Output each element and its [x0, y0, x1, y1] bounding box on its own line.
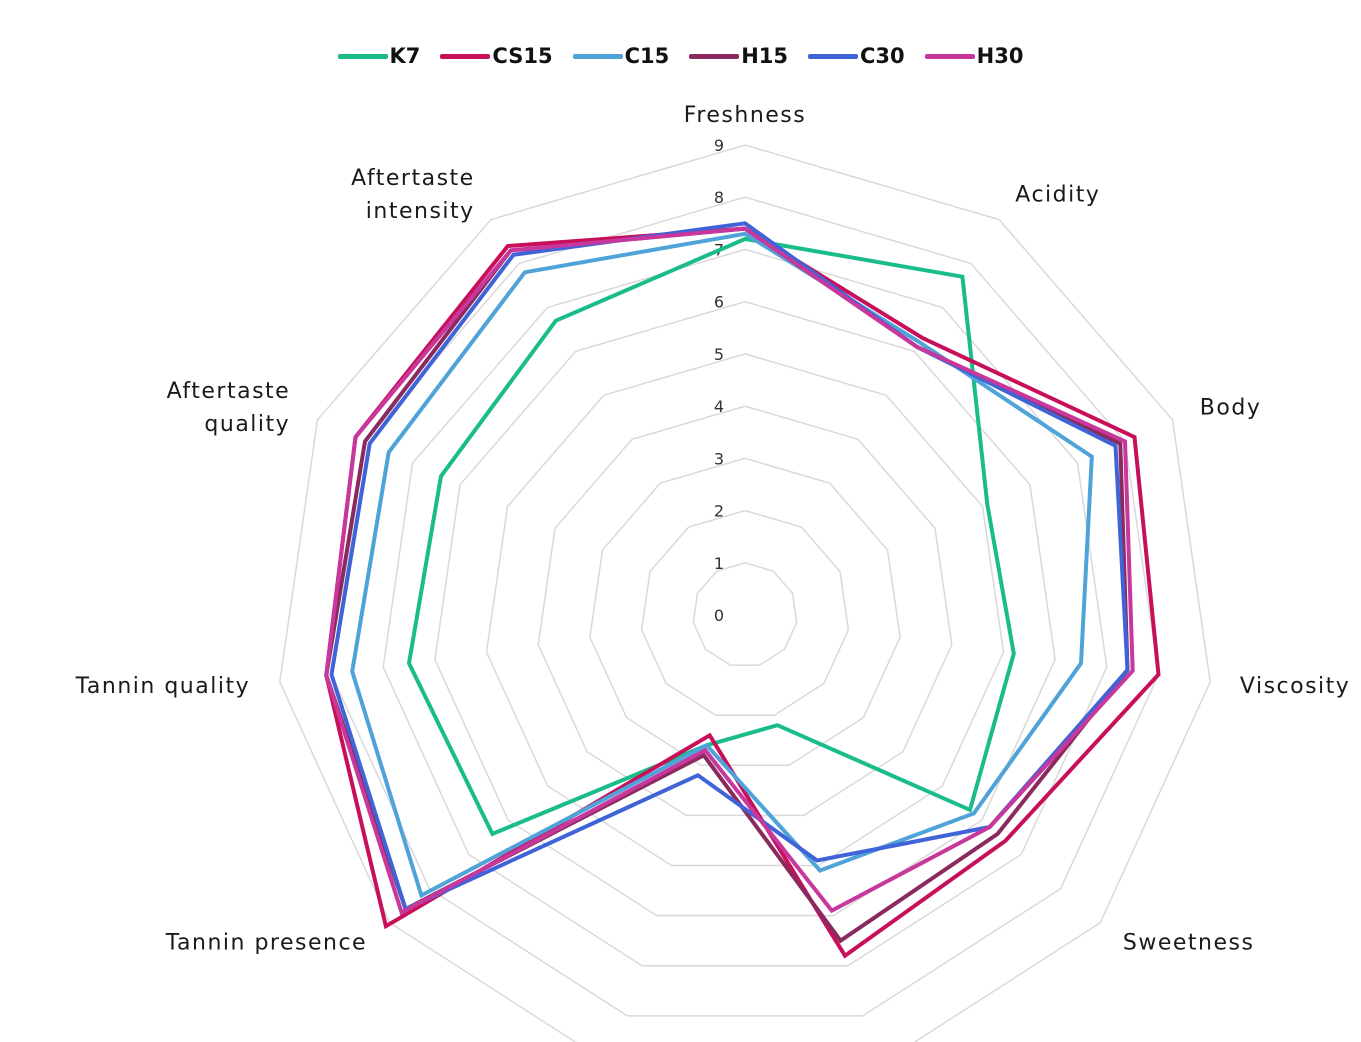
legend-swatch-c15	[572, 53, 623, 59]
legend-item-c15: C15	[572, 44, 670, 68]
axis-label-aftertaste-intensity: Aftertaste intensity	[351, 166, 475, 224]
legend-item-h30: H30	[924, 44, 1024, 68]
tick-label-3: 3	[714, 449, 724, 468]
series-line-c15	[350, 231, 1094, 899]
grid-ring-1	[692, 562, 798, 666]
legend-label-h15: H15	[741, 44, 789, 68]
grid-rings	[279, 144, 1211, 1042]
legend-label-h30: H30	[976, 44, 1024, 68]
axis-label-aftertaste-quality: Aftertaste quality	[167, 379, 291, 437]
legend-item-cs15: CS15	[440, 44, 553, 68]
grid-ring-9	[279, 144, 1211, 1042]
legend: K7 CS15 C15 H15 C30 H30	[0, 44, 1361, 68]
tick-label-9: 9	[714, 136, 724, 155]
axis-label-tannin-quality: Tannin quality	[75, 674, 250, 699]
tick-label-0: 0	[714, 606, 724, 625]
tick-label-5: 5	[714, 345, 724, 364]
series-line-k7	[406, 236, 1016, 837]
legend-label-cs15: CS15	[492, 44, 553, 68]
tick-label-4: 4	[714, 397, 724, 416]
axis-label-sweetness: Sweetness	[1123, 930, 1255, 955]
legend-item-c30: C30	[808, 44, 905, 68]
series-line-h15	[324, 226, 1130, 944]
axis-label-viscosity: Viscosity	[1240, 674, 1350, 699]
legend-swatch-k7	[337, 53, 388, 59]
tick-label-6: 6	[714, 293, 724, 312]
tick-label-8: 8	[714, 188, 724, 207]
axis-label-acidity: Acidity	[1015, 182, 1100, 207]
legend-swatch-c30	[808, 53, 859, 59]
axis-label-freshness: Freshness	[684, 103, 806, 128]
grid-ring-8	[330, 196, 1160, 1017]
grid-ring-2	[640, 509, 850, 716]
grid-ring-7	[382, 248, 1108, 967]
tick-label-1: 1	[714, 554, 724, 573]
series-lines	[324, 221, 1161, 959]
legend-label-c30: C30	[860, 44, 905, 68]
axis-labels: Freshness Acidity Body Viscosity Sweetness Ta…	[75, 103, 1350, 955]
legend-item-h15: H15	[689, 44, 788, 68]
grid-ring-5	[485, 353, 1005, 867]
legend-swatch-h30	[924, 53, 975, 59]
legend-swatch-h15	[689, 53, 740, 59]
grid-ring-6	[434, 300, 1056, 917]
grid-ring-3	[589, 457, 901, 767]
legend-label-c15: C15	[624, 44, 670, 68]
axis-label-body: Body	[1200, 395, 1262, 420]
legend-item-k7: K7	[337, 44, 421, 68]
series-line-h30	[324, 226, 1135, 916]
legend-swatch-cs15	[440, 53, 491, 59]
grid-ring-4	[537, 405, 953, 817]
tick-label-2: 2	[714, 502, 724, 521]
legend-label-k7: K7	[389, 44, 421, 68]
axis-label-tannin-presence: Tannin presence	[165, 930, 367, 955]
